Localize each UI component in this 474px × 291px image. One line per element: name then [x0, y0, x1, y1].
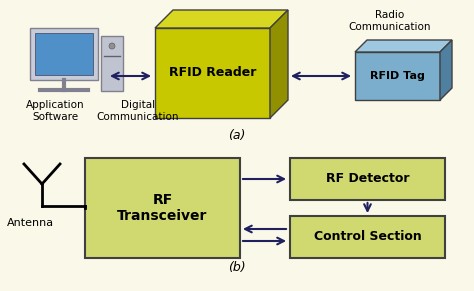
Circle shape — [109, 43, 115, 49]
Polygon shape — [270, 10, 288, 118]
Polygon shape — [440, 40, 452, 100]
Text: Control Section: Control Section — [314, 230, 421, 244]
Text: Application
Software: Application Software — [26, 100, 84, 122]
Text: Digital
Communication: Digital Communication — [97, 100, 179, 122]
FancyBboxPatch shape — [290, 158, 445, 200]
FancyBboxPatch shape — [290, 216, 445, 258]
Text: RFID Tag: RFID Tag — [370, 71, 425, 81]
Text: (b): (b) — [228, 262, 246, 274]
Text: RF Detector: RF Detector — [326, 173, 409, 185]
Polygon shape — [101, 36, 123, 91]
Text: Antenna: Antenna — [7, 218, 54, 228]
Text: RF
Transceiver: RF Transceiver — [117, 193, 208, 223]
FancyBboxPatch shape — [85, 158, 240, 258]
Polygon shape — [355, 52, 440, 100]
Polygon shape — [155, 28, 270, 118]
Polygon shape — [355, 40, 452, 52]
Text: RFID Reader: RFID Reader — [169, 67, 256, 79]
Text: (a): (a) — [228, 129, 246, 141]
Text: Radio
Communication: Radio Communication — [349, 10, 431, 32]
Polygon shape — [30, 28, 98, 80]
Polygon shape — [35, 33, 93, 75]
Polygon shape — [155, 10, 288, 28]
